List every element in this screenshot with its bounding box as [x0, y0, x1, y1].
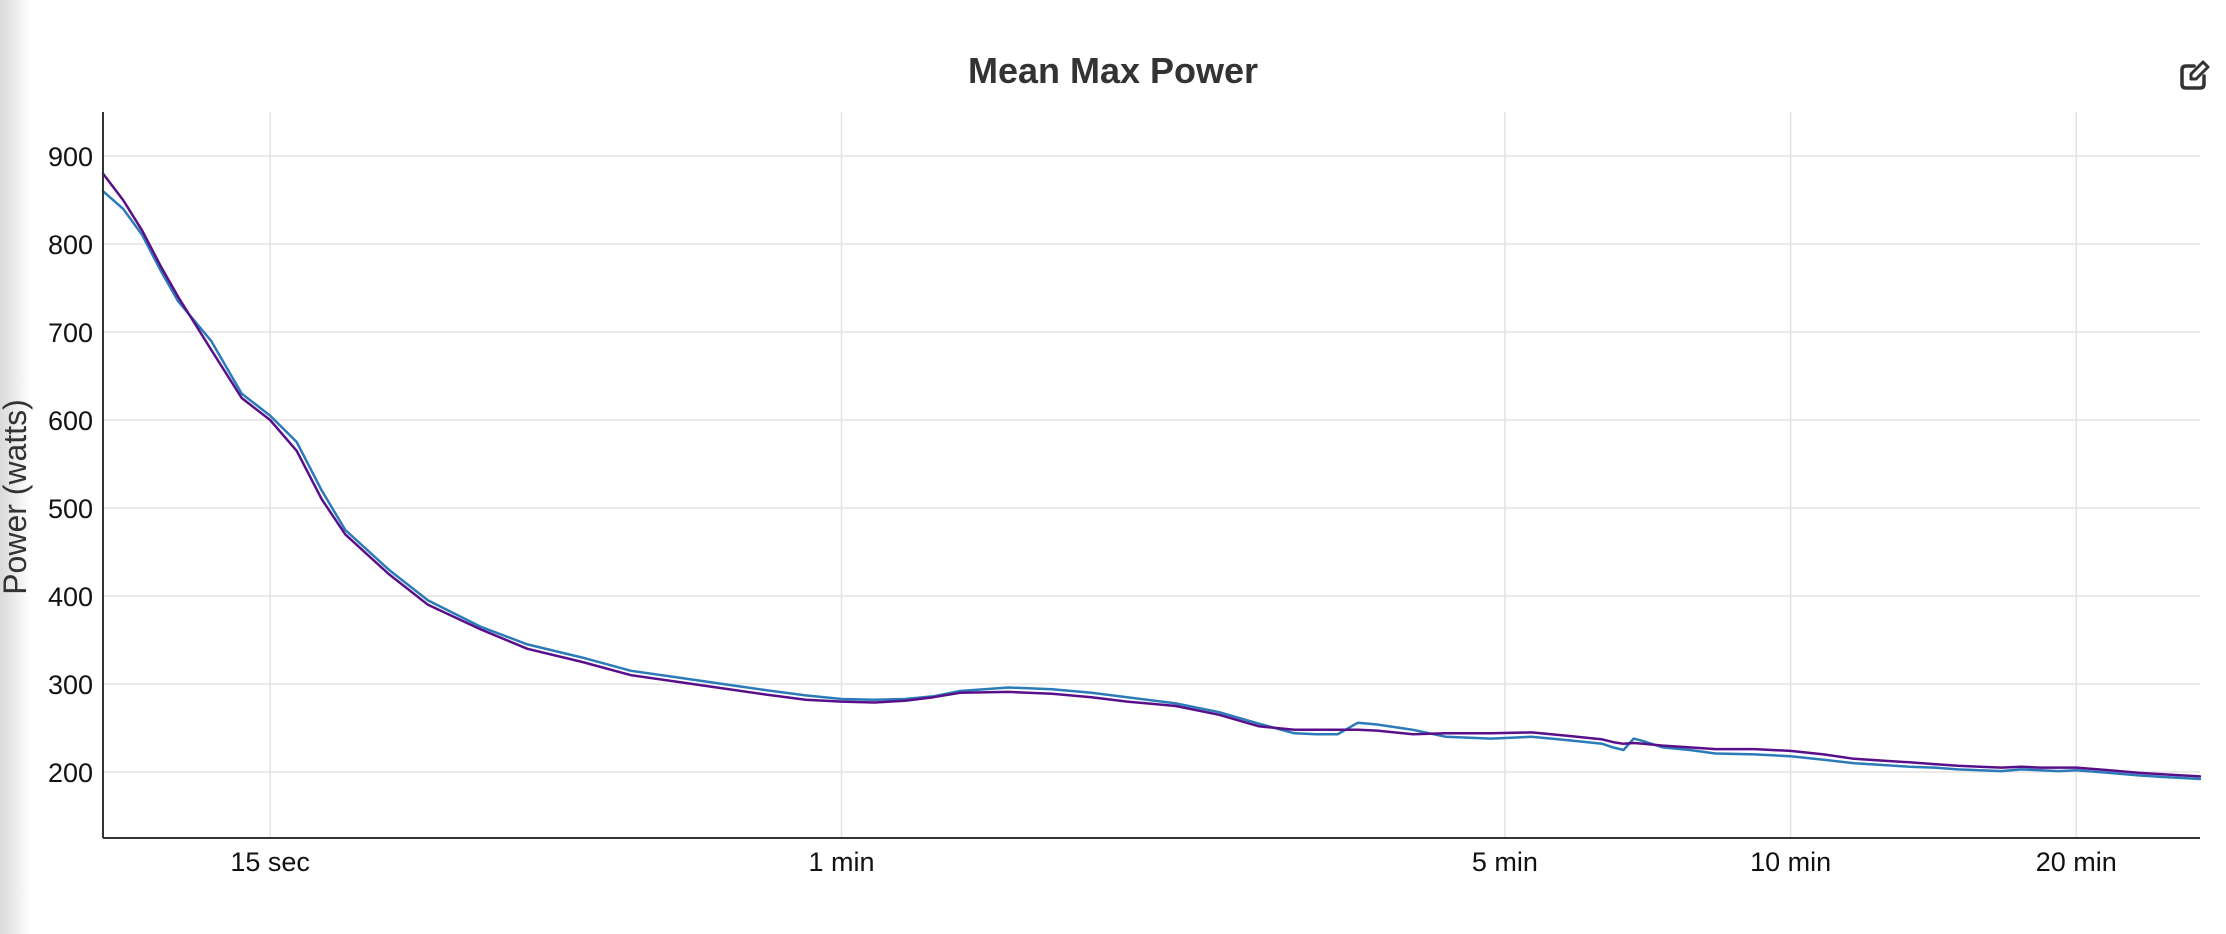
left-edge-shadow [0, 0, 30, 934]
edit-chart-button[interactable] [2174, 56, 2214, 96]
y-tick-label: 900 [48, 142, 93, 172]
grid-layer [103, 112, 2200, 838]
x-tick-label: 15 sec [230, 847, 310, 877]
chart-title: Mean Max Power [967, 50, 1259, 91]
x-tick-label: 5 min [1472, 847, 1538, 877]
label-layer: 200 300 400 500 600 700 800 900 15 sec 1 min 5 min… [48, 142, 2117, 877]
y-tick-label: 500 [48, 494, 93, 524]
y-axis-title: Power (watts) [0, 399, 33, 595]
y-tick-label: 200 [48, 758, 93, 788]
series-line-2 [101, 172, 2202, 778]
y-tick-label: 300 [48, 670, 93, 700]
x-tick-label: 1 min [809, 847, 875, 877]
series-layer [101, 172, 2202, 781]
x-tick-label: 20 min [2036, 847, 2117, 877]
y-tick-label: 700 [48, 318, 93, 348]
y-tick-label: 800 [48, 230, 93, 260]
y-tick-label: 600 [48, 406, 93, 436]
y-tick-label: 400 [48, 582, 93, 612]
series-line-1 [101, 189, 2202, 781]
x-tick-label: 10 min [1750, 847, 1831, 877]
edit-icon [2180, 60, 2210, 90]
axis-layer [102, 112, 2200, 839]
